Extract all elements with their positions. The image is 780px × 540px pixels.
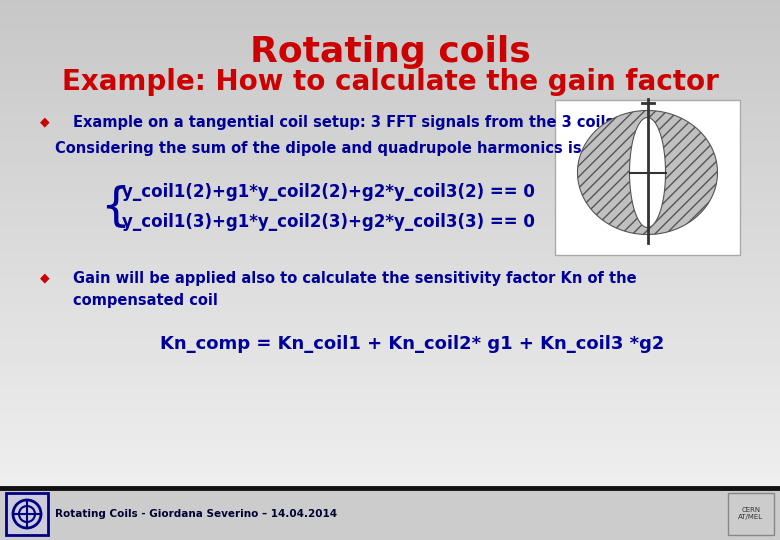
Polygon shape: [629, 118, 665, 227]
Bar: [728, 493, 774, 535]
Text: Gain will be applied also to calculate the sensitivity factor Kn of the: Gain will be applied also to calculate t…: [73, 271, 636, 286]
Text: Example on a tangential coil setup: 3 FFT signals from the 3 coils: Example on a tangential coil setup: 3 FF…: [73, 114, 615, 130]
Bar: [555, 100, 740, 255]
Polygon shape: [577, 111, 718, 234]
Text: CERN
AT/MEL: CERN AT/MEL: [739, 508, 764, 521]
Text: {: {: [100, 185, 130, 230]
Text: ◆: ◆: [41, 116, 50, 129]
Text: ◆: ◆: [41, 272, 50, 285]
Text: y_coil1(3)+g1*y_coil2(3)+g2*y_coil3(3) == 0: y_coil1(3)+g1*y_coil2(3)+g2*y_coil3(3) =…: [122, 213, 535, 231]
Bar: [6, 493, 48, 535]
Text: Kn_comp = Kn_coil1 + Kn_coil2* g1 + Kn_coil3 *g2: Kn_comp = Kn_coil1 + Kn_coil2* g1 + Kn_c…: [160, 335, 665, 353]
Text: y_coil1(2)+g1*y_coil2(2)+g2*y_coil3(2) == 0: y_coil1(2)+g1*y_coil2(2)+g2*y_coil3(2) =…: [122, 183, 535, 201]
Text: Example: How to calculate the gain factor: Example: How to calculate the gain facto…: [62, 68, 718, 96]
Text: Considering the sum of the dipole and quadrupole harmonics is zero:: Considering the sum of the dipole and qu…: [55, 140, 629, 156]
Text: compensated coil: compensated coil: [73, 293, 218, 307]
Text: Rotating Coils - Giordana Severino – 14.04.2014: Rotating Coils - Giordana Severino – 14.…: [55, 509, 337, 519]
Text: Rotating coils: Rotating coils: [250, 35, 530, 69]
Bar: [0, 488, 780, 540]
